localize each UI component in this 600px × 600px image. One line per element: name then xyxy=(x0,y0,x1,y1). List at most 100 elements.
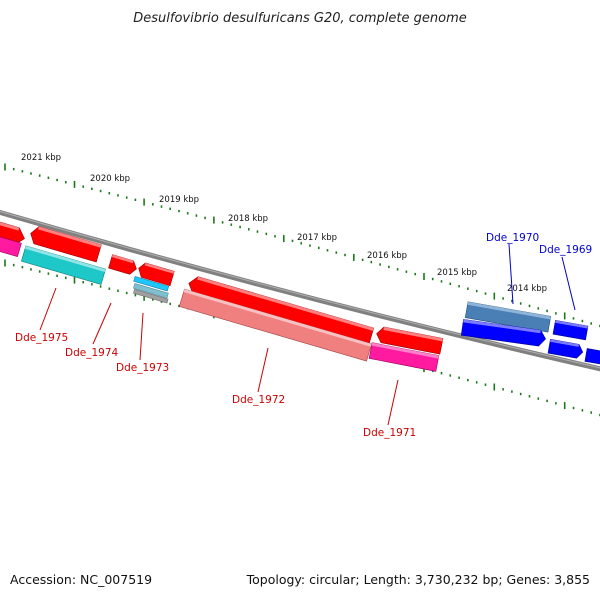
outer-minor-tick xyxy=(108,192,111,195)
gene-labels: Dde_1975 Dde_1974 Dde_1973 Dde_1972 Dde_… xyxy=(15,232,592,439)
gene-arrow-red-1[interactable] xyxy=(28,225,102,263)
outer-minor-tick xyxy=(56,178,58,182)
gene-arrow-red-3[interactable] xyxy=(136,262,175,287)
inner-minor-tick xyxy=(12,263,15,267)
inner-minor-tick xyxy=(555,402,557,405)
reverse-genes xyxy=(0,234,600,372)
inner-minor-tick xyxy=(581,409,584,412)
outer-minor-tick xyxy=(511,299,513,303)
outer-minor-tick xyxy=(30,172,32,175)
topology-summary: Topology: circular; Length: 3,730,232 bp… xyxy=(246,572,590,587)
inner-minor-tick xyxy=(475,381,478,384)
gene-label-dde-1971[interactable]: Dde_1971 xyxy=(363,427,416,439)
outer-minor-tick xyxy=(555,312,557,315)
gene-arrow-dde-1975-upper[interactable] xyxy=(0,219,27,248)
outer-minor-tick xyxy=(361,258,364,261)
gene-arrow-dde-1973-c[interactable] xyxy=(133,289,169,304)
inner-minor-tick xyxy=(440,372,443,375)
outer-major-tick xyxy=(493,292,496,300)
inner-minor-tick xyxy=(91,283,93,286)
outer-minor-tick xyxy=(21,170,24,173)
gene-arrow-red-2[interactable] xyxy=(108,254,139,276)
accession-text: Accession: NC_007519 xyxy=(10,572,153,587)
inner-minor-tick xyxy=(152,298,154,301)
kbp-labels: 2021 kbp 2020 kbp 2019 kbp 2018 kbp 2017… xyxy=(21,153,547,294)
inner-minor-tick xyxy=(590,411,592,414)
outer-minor-tick xyxy=(502,297,504,300)
inner-minor-tick xyxy=(484,383,487,386)
gene-arrow-dde-1970[interactable] xyxy=(464,301,552,333)
gene-label-dde-1975[interactable]: Dde_1975 xyxy=(15,332,68,344)
gene-arrow-dde-1972[interactable] xyxy=(179,288,372,362)
outer-minor-tick xyxy=(134,198,137,201)
outer-minor-tick xyxy=(117,194,119,197)
gene-arrow-blue-1[interactable] xyxy=(460,319,546,347)
map-title: Desulfovibrio desulfuricans G20, complet… xyxy=(133,11,467,26)
kbp-label-2018: 2018 kbp xyxy=(228,214,268,224)
outer-major-tick xyxy=(4,163,6,171)
gene-label-dde-1973[interactable]: Dde_1973 xyxy=(116,362,169,374)
outer-minor-tick xyxy=(449,282,452,285)
inner-minor-tick xyxy=(511,390,513,393)
inner-minor-tick xyxy=(528,395,531,398)
outer-minor-tick xyxy=(396,268,399,271)
inner-minor-tick xyxy=(99,285,102,288)
outer-minor-tick xyxy=(256,230,259,233)
outer-minor-tick xyxy=(160,205,163,208)
outer-major-tick xyxy=(283,235,285,243)
inner-minor-tick xyxy=(125,291,128,295)
outer-minor-tick xyxy=(379,263,381,266)
gene-label-dde-1972[interactable]: Dde_1972 xyxy=(232,394,285,406)
inner-minor-tick xyxy=(117,289,119,292)
outer-major-tick xyxy=(563,312,566,320)
outer-minor-tick xyxy=(519,302,522,305)
label-leader-lines xyxy=(39,243,576,426)
outer-minor-tick xyxy=(47,176,50,179)
outer-minor-tick xyxy=(475,289,478,293)
inner-major-tick xyxy=(143,293,145,301)
kbp-label-2014: 2014 kbp xyxy=(507,284,547,294)
outer-minor-tick xyxy=(326,249,329,252)
outer-minor-tick xyxy=(204,216,206,220)
outer-minor-tick xyxy=(458,285,460,288)
gene-arrow-dde-1973-b[interactable] xyxy=(133,283,169,299)
inner-minor-tick xyxy=(467,378,469,382)
inner-major-tick xyxy=(563,402,566,410)
gene-arrow-dde-1971[interactable] xyxy=(368,342,440,372)
outer-minor-tick xyxy=(572,317,575,320)
outer-minor-tick xyxy=(91,187,93,190)
gene-arrow-dde-1973-a[interactable] xyxy=(133,276,169,292)
outer-minor-tick xyxy=(12,167,15,171)
gene-arrow-dde-1975[interactable] xyxy=(21,245,106,285)
kbp-label-2017: 2017 kbp xyxy=(297,233,337,243)
outer-minor-tick xyxy=(38,174,41,177)
outer-minor-tick xyxy=(239,225,241,229)
gene-label-dde-1974[interactable]: Dde_1974 xyxy=(65,347,119,359)
inner-minor-tick xyxy=(56,274,58,277)
gene-label-dde-1970[interactable]: Dde_1970 xyxy=(486,232,539,244)
gene-arrow-dde-1969[interactable] xyxy=(552,319,589,341)
outer-major-tick xyxy=(353,253,355,261)
outer-major-tick xyxy=(73,180,76,188)
inner-minor-tick xyxy=(108,287,111,290)
outer-minor-tick xyxy=(405,270,408,273)
gene-arrow-red-5[interactable] xyxy=(375,326,444,355)
outer-minor-tick xyxy=(99,189,102,193)
outer-minor-tick xyxy=(169,207,171,210)
outer-minor-tick xyxy=(431,277,434,281)
gene-arrow-blue-3[interactable] xyxy=(584,348,600,366)
gene-label-dde-1969[interactable]: Dde_1969 xyxy=(539,244,592,256)
inner-major-tick xyxy=(73,276,76,284)
inner-minor-tick xyxy=(38,270,41,273)
inner-minor-tick xyxy=(21,266,24,269)
inner-major-tick xyxy=(493,383,496,391)
gene-arrow-blue-2[interactable] xyxy=(547,338,584,359)
outer-minor-tick xyxy=(230,223,233,226)
gene-arrow-magenta-1[interactable] xyxy=(0,234,22,258)
inner-minor-tick xyxy=(160,300,163,303)
inner-minor-tick xyxy=(65,276,67,280)
inner-minor-tick xyxy=(82,281,84,284)
inner-minor-tick xyxy=(458,376,460,379)
outer-minor-tick xyxy=(528,304,531,308)
outer-minor-tick xyxy=(265,232,268,236)
